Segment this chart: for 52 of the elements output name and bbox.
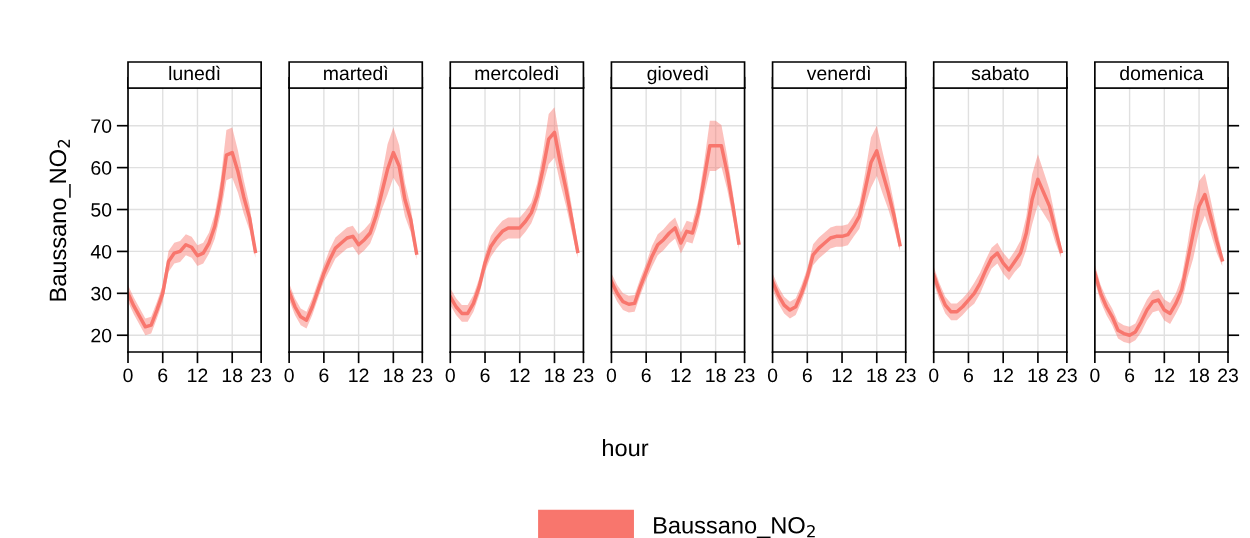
x-tick-label: 23 <box>895 368 916 383</box>
x-tick-label: 12 <box>188 368 208 383</box>
y-tick-label: 30 <box>91 286 112 301</box>
x-tick-label: 23 <box>1218 368 1238 383</box>
chart-title: lunedì <box>169 65 220 81</box>
chart-title: domenica <box>1120 65 1204 81</box>
x-tick-label: 18 <box>545 368 565 383</box>
chart-title: venerdì <box>806 65 871 81</box>
x-tick-label: 12 <box>671 368 691 383</box>
x-tick-label: 18 <box>1028 368 1048 383</box>
x-tick-label: 6 <box>964 368 973 383</box>
x-tick-label: 23 <box>251 368 272 383</box>
x-tick-label: 0 <box>606 368 617 383</box>
x-tick-label: 12 <box>993 368 1014 383</box>
chart-title: mercoledì <box>475 65 559 81</box>
x-tick-label: 18 <box>867 368 887 383</box>
x-tick-label: 0 <box>767 368 778 383</box>
x-tick-label: 6 <box>1125 368 1135 383</box>
x-tick-label: 18 <box>384 368 404 383</box>
y-tick-label: 40 <box>90 244 112 259</box>
x-tick-label: 23 <box>573 368 594 383</box>
x-tick-label: 6 <box>480 368 490 383</box>
x-axis-title: hour <box>603 438 649 457</box>
x-tick-label: 12 <box>1154 368 1175 383</box>
x-tick-label: 18 <box>222 368 243 383</box>
x-tick-label: 0 <box>123 368 133 383</box>
x-tick-label: 18 <box>1189 368 1210 383</box>
y-axis-title: Baussano_NO$_{2}$ <box>49 139 71 301</box>
chart-title: sabato <box>971 65 1029 81</box>
x-tick-label: 6 <box>641 368 651 383</box>
x-tick-label: 12 <box>832 368 852 383</box>
y-tick-label: 60 <box>91 161 112 175</box>
chart-title: giovedì <box>647 65 709 85</box>
x-tick-label: 23 <box>1057 368 1077 383</box>
x-tick-label: 23 <box>412 368 433 383</box>
x-tick-label: 0 <box>1090 368 1100 383</box>
x-tick-label: 18 <box>706 368 726 383</box>
y-tick-label: 50 <box>91 202 112 217</box>
chart-title: martedì <box>324 65 388 81</box>
x-tick-label: 6 <box>802 368 812 383</box>
x-tick-label: 0 <box>445 368 455 383</box>
y-tick-label: 70 <box>91 119 112 133</box>
legend-label: Baussano_NO$_{2}$ <box>654 516 815 538</box>
x-tick-label: 0 <box>929 368 939 383</box>
x-tick-label: 6 <box>158 368 168 383</box>
x-tick-label: 0 <box>284 368 294 383</box>
x-tick-label: 12 <box>349 368 369 383</box>
line-series <box>128 150 258 329</box>
x-tick-label: 23 <box>734 368 755 383</box>
x-tick-label: 6 <box>319 368 329 383</box>
y-tick-label: 20 <box>91 328 112 343</box>
x-tick-label: 12 <box>510 368 530 383</box>
